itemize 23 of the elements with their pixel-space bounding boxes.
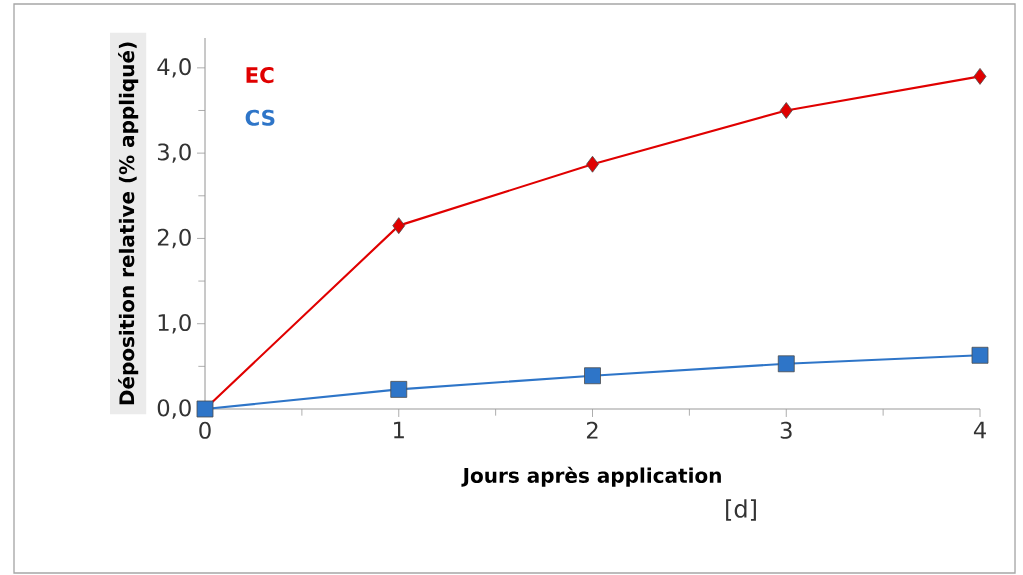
x-tick-label: 3 <box>780 421 792 439</box>
y-axis-title: Déposition relative (% appliqué) <box>118 42 139 405</box>
x-axis-title: Jours après application <box>461 466 721 487</box>
y-tick-label: 2,0 <box>157 228 191 249</box>
y-tick-label: 1,0 <box>158 313 191 334</box>
x-tick-label: 4 <box>973 421 986 439</box>
y-tick-label: 3,0 <box>157 143 191 163</box>
point <box>973 67 987 85</box>
y-tick-label: 0,0 <box>157 399 191 419</box>
point <box>390 380 408 398</box>
x-tick-label: 0 <box>199 421 211 439</box>
y-tick-label: 4,0 <box>157 58 191 78</box>
point <box>779 102 793 119</box>
point <box>392 217 406 235</box>
point <box>777 355 795 373</box>
x-tick-label: 1 <box>394 421 404 439</box>
point <box>971 346 989 364</box>
point <box>586 155 599 173</box>
text: EC <box>246 67 274 84</box>
text: CS <box>245 109 275 126</box>
x-tick-label: 2 <box>586 421 598 439</box>
point <box>584 367 601 385</box>
text: [d] <box>726 499 756 521</box>
